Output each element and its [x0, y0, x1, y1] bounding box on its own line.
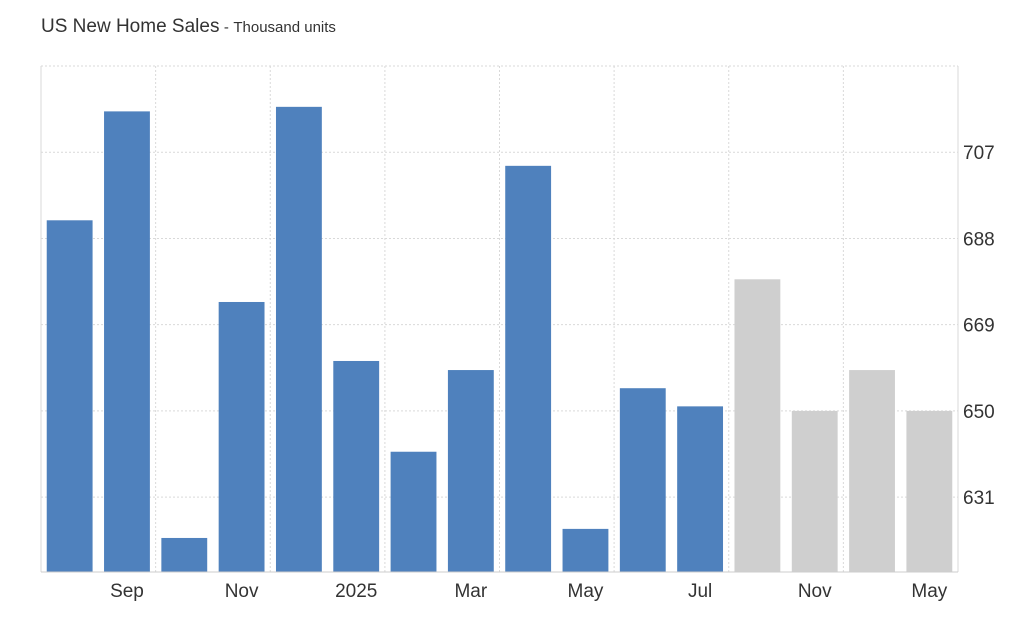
bar-actual [562, 528, 609, 572]
y-tick-label: 631 [963, 488, 995, 509]
bar-actual [447, 370, 494, 572]
x-tick-label: Sep [110, 581, 144, 602]
bar-forecast [849, 370, 895, 572]
bar-actual [161, 537, 208, 572]
x-tick-label: May [911, 581, 947, 602]
bar-actual [218, 301, 265, 572]
x-tick-label: Nov [225, 581, 259, 602]
chart-subtitle: Thousand units [233, 19, 336, 36]
bar-actual [505, 165, 552, 572]
x-tick-label: Mar [454, 581, 487, 602]
bar-actual [619, 388, 666, 572]
bar-actual [390, 451, 437, 572]
y-tick-label: 707 [963, 143, 995, 164]
x-tick-label: 2025 [335, 581, 377, 602]
bar-forecast [734, 279, 781, 572]
bar-actual [104, 111, 150, 572]
y-tick-label: 669 [963, 316, 995, 337]
x-tick-label: Nov [798, 581, 832, 602]
bar-actual [275, 106, 322, 572]
bar-layer [46, 106, 953, 572]
bar-forecast [906, 410, 953, 572]
bar-actual [333, 360, 380, 572]
y-tick-label: 650 [963, 402, 995, 423]
bar-forecast [791, 410, 838, 572]
grid-layer [40, 65, 959, 572]
chart-title-separator: - [223, 19, 229, 36]
y-tick-label: 688 [963, 229, 995, 250]
chart-title: US New Home Sales [41, 16, 220, 37]
x-tick-label: May [568, 581, 604, 602]
bar-actual [677, 406, 724, 572]
axis-layer: Sep Nov 2025 Mar May Jul Nov May 631 650 669 688 707 [41, 143, 995, 602]
x-tick-label: Jul [688, 581, 712, 602]
chart-title-row: US New Home Sales - Thousand units [41, 16, 336, 38]
bar-actual [46, 220, 93, 572]
